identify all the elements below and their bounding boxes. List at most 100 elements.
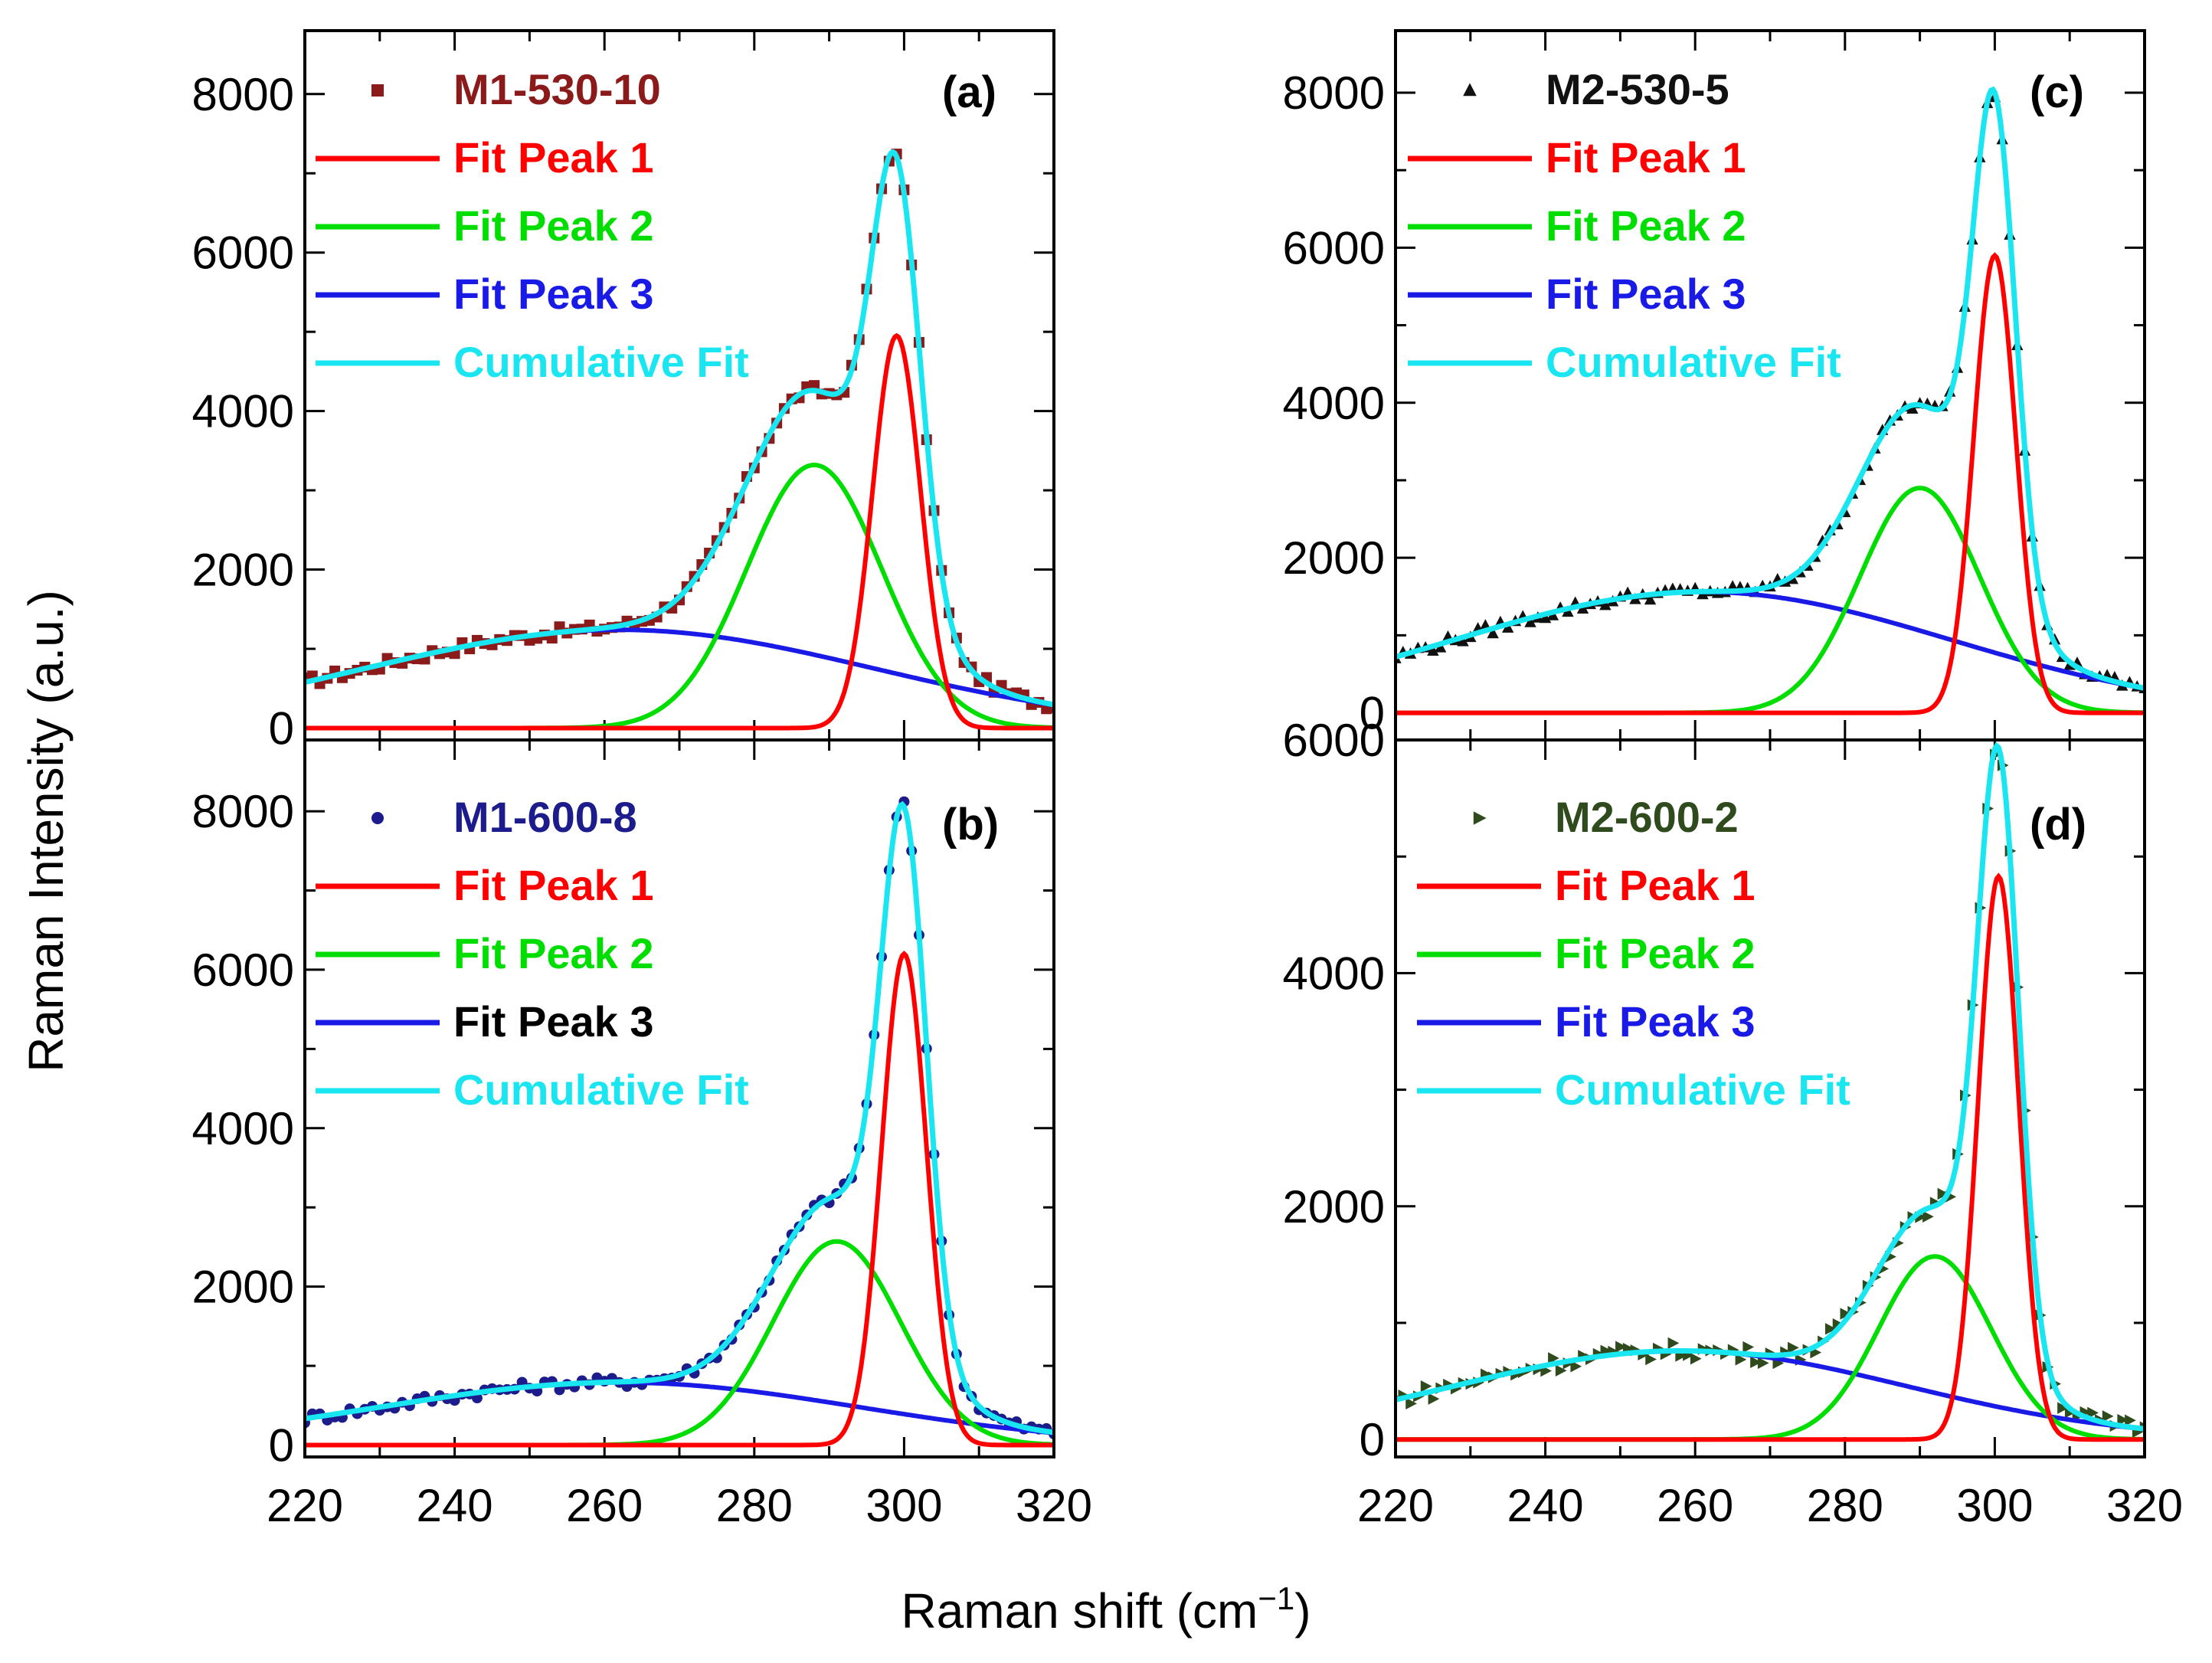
legend: M2-600-2 Fit Peak 1 Fit Peak 2 Fit Peak 3 Cu… — [1417, 793, 1850, 1114]
x-tick-label: 240 — [1507, 1480, 1584, 1531]
fit-curves — [1396, 741, 2145, 1442]
fit-curves — [305, 149, 1054, 731]
y-tick-label: 0 — [269, 1419, 294, 1471]
y-tick-label: 8000 — [192, 786, 294, 837]
y-tick-label: 2000 — [192, 545, 294, 596]
legend-label: Fit Peak 2 — [1555, 929, 1755, 977]
fit-peak-2-line — [305, 1239, 1054, 1448]
fit-curves — [1396, 86, 2145, 715]
legend-marker — [1463, 83, 1477, 97]
y-tick-label: 4000 — [1283, 378, 1385, 429]
data-point — [1548, 1352, 1559, 1364]
fit-peak-1-line — [305, 332, 1054, 731]
x-axis-title: Raman shift (cm−1) — [901, 1580, 1311, 1638]
legend-label: Fit Peak 3 — [453, 270, 653, 318]
x-tick-label: 280 — [716, 1480, 793, 1531]
data-point — [1645, 1353, 1657, 1366]
data-point — [2102, 1410, 2114, 1422]
legend-label: Fit Peak 2 — [453, 929, 653, 977]
data-point — [1922, 1210, 1934, 1223]
data-point — [1405, 1397, 1417, 1410]
data-point — [1832, 1318, 1844, 1331]
y-tick-label: 6000 — [192, 944, 294, 996]
cumulative-fit-line — [305, 149, 1054, 708]
legend-marker — [371, 812, 384, 824]
legend: M2-530-5 Fit Peak 1 Fit Peak 2 Fit Peak 3 Cu… — [1408, 65, 1841, 386]
legend-label: Fit Peak 2 — [453, 201, 653, 250]
y-tick-label: 0 — [1360, 688, 1385, 739]
x-tick-label: 300 — [865, 1480, 942, 1531]
fit-peak-1-line — [1396, 252, 2145, 715]
data-point — [2125, 1414, 2136, 1426]
fit-curves — [305, 800, 1054, 1448]
plot-frame — [1394, 738, 2146, 1458]
legend-label: M2-600-2 — [1555, 793, 1739, 841]
plot-frame — [303, 738, 1055, 1458]
fit-peak-1-line — [1396, 872, 2145, 1442]
legend-label: Fit Peak 1 — [1555, 861, 1755, 909]
data-point — [1428, 1393, 1440, 1405]
fit-peak-1-line — [305, 951, 1054, 1448]
x-tick-label: 240 — [417, 1480, 493, 1531]
y-tick-label: 6000 — [192, 228, 294, 279]
legend-label: Cumulative Fit — [1555, 1066, 1850, 1114]
legend-label: Cumulative Fit — [453, 1066, 749, 1114]
data-point — [1788, 1341, 1799, 1354]
y-tick-label: 0 — [269, 702, 294, 754]
cumulative-fit-line — [1396, 741, 2145, 1432]
data-point — [2117, 1413, 2129, 1426]
legend-label: Fit Peak 1 — [453, 861, 653, 909]
data-point — [1937, 1187, 1949, 1200]
y-tick-label: 2000 — [1283, 532, 1385, 584]
data-point — [2087, 1406, 2099, 1419]
y-tick-label: 2000 — [192, 1262, 294, 1313]
x-tick-label: 320 — [2106, 1480, 2183, 1531]
x-tick-label: 220 — [267, 1480, 343, 1531]
legend-label: M1-530-10 — [453, 65, 661, 113]
panel-d: 0 2000 4000 6000 220 240 260 280 300 320 M2-600-2 F… — [1283, 715, 2184, 1531]
data-point — [1840, 1308, 1852, 1320]
y-tick-label: 4000 — [192, 386, 294, 437]
data-point — [1750, 1356, 1762, 1369]
legend-label: Fit Peak 1 — [453, 133, 653, 182]
cumulative-fit-line — [305, 800, 1054, 1435]
x-tick-label: 280 — [1807, 1480, 1883, 1531]
panel-label: (d) — [2030, 800, 2086, 850]
fit-peak-3-line — [1396, 1348, 2145, 1432]
y-axis-title: Raman Intensity (a.u.) — [18, 590, 74, 1072]
data-point — [1824, 1323, 1837, 1335]
panel-a: 0 2000 4000 6000 8000 M1-530-10 Fit Peak 1 Fit … — [192, 29, 1055, 754]
legend-label: M1-600-8 — [453, 793, 637, 841]
data-point — [1615, 1341, 1627, 1353]
cumulative-fit-line — [1396, 86, 2145, 691]
y-tick-label: 6000 — [1283, 715, 1385, 766]
legend-label: Fit Peak 3 — [1546, 270, 1746, 318]
legend-marker — [371, 84, 384, 97]
data-point — [1742, 1341, 1755, 1354]
x-tick-label: 320 — [1016, 1480, 1092, 1531]
panel-b: 0 2000 4000 6000 8000 220 240 260 280 300 320 M1-60… — [192, 738, 1092, 1531]
x-tick-label: 260 — [566, 1480, 643, 1531]
y-tick-label: 4000 — [192, 1103, 294, 1154]
data-point — [1420, 1380, 1432, 1393]
data-point — [1667, 1337, 1680, 1350]
legend-label: Cumulative Fit — [1546, 338, 1841, 386]
data-point — [1487, 627, 1499, 639]
panel-label: (a) — [942, 67, 996, 117]
legend: M1-600-8 Fit Peak 1 Fit Peak 2 Fit Peak 3 Cu… — [316, 793, 749, 1114]
data-point — [2057, 1402, 2069, 1414]
legend-label: Cumulative Fit — [453, 338, 749, 386]
legend-label: Fit Peak 3 — [1555, 997, 1755, 1046]
x-tick-label: 260 — [1657, 1480, 1733, 1531]
data-point — [1555, 1364, 1567, 1377]
x-tick-label: 300 — [1956, 1480, 2033, 1531]
data-point — [1644, 593, 1657, 605]
data-point — [1735, 1354, 1747, 1366]
legend-label: Fit Peak 1 — [1546, 133, 1746, 182]
legend-label: Fit Peak 2 — [1546, 201, 1746, 250]
data-point — [1599, 598, 1612, 611]
y-tick-label: 2000 — [1283, 1181, 1385, 1233]
y-tick-label: 0 — [1360, 1414, 1385, 1465]
data-point — [1570, 1360, 1582, 1373]
